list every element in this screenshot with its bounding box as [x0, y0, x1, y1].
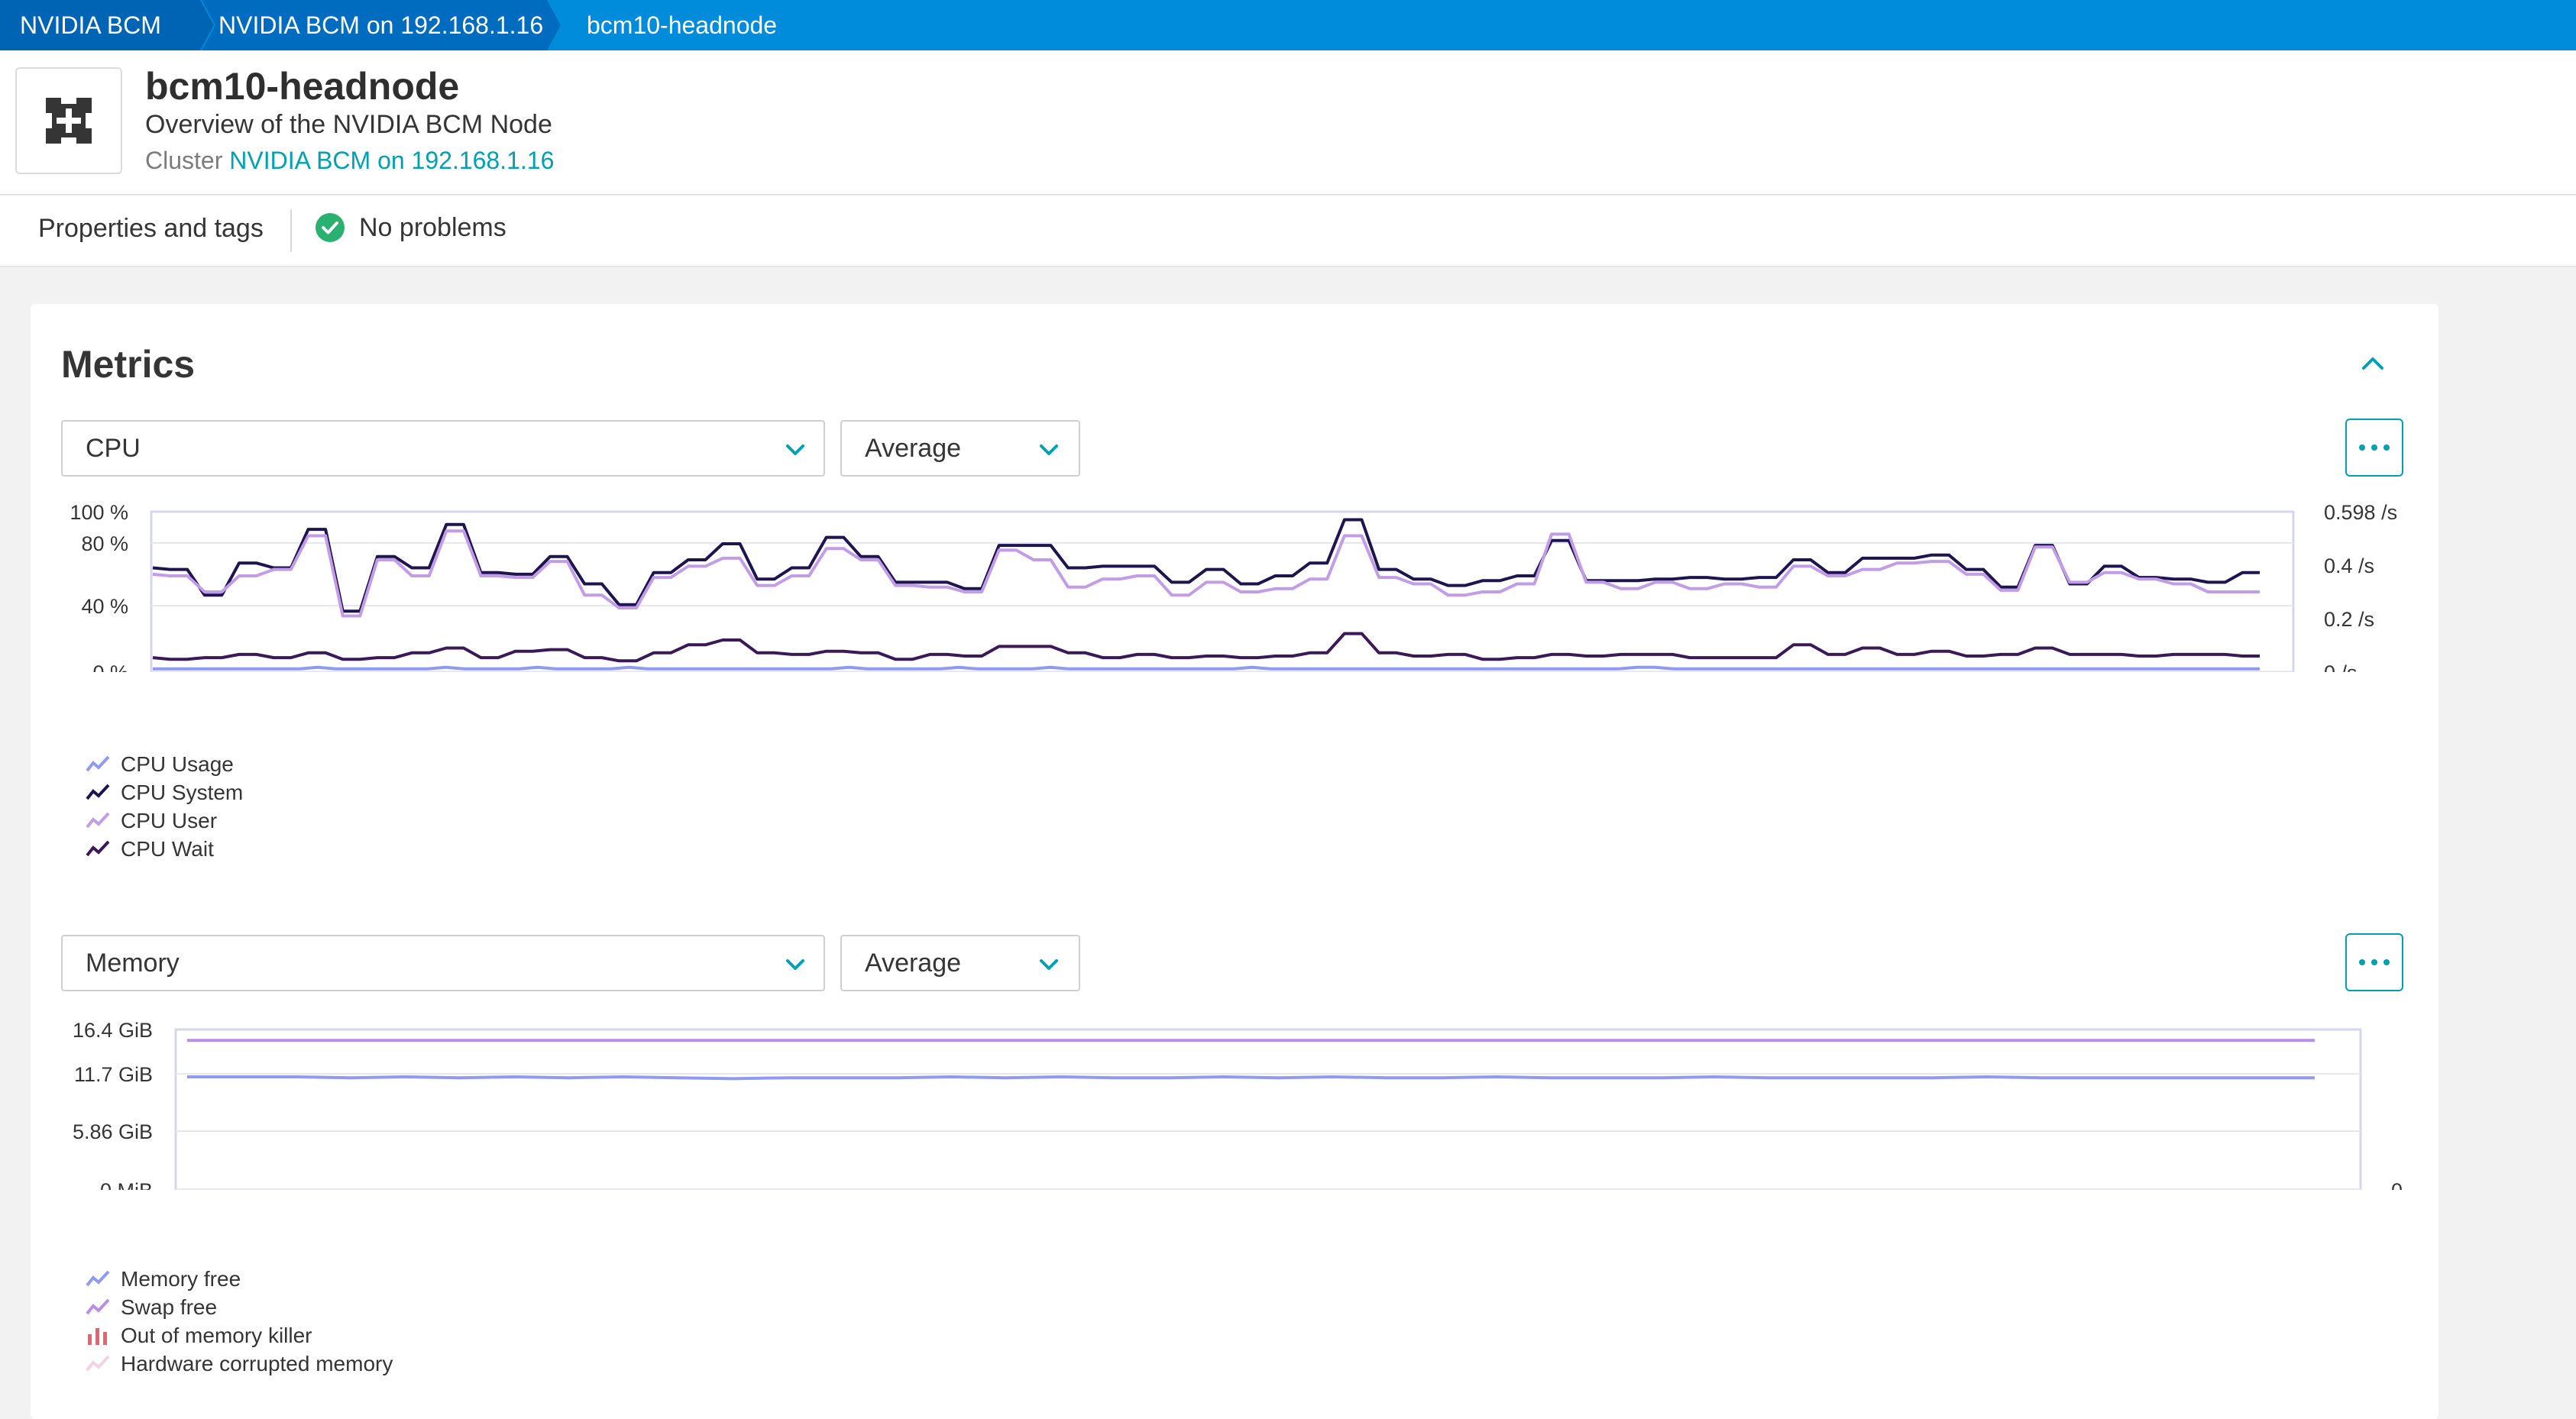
memory-metric-select-value: Memory	[86, 949, 180, 978]
cluster-link[interactable]: NVIDIA BCM on 192.168.1.16	[229, 147, 555, 174]
breadcrumb-item-node[interactable]: bcm10-headnode	[587, 11, 778, 39]
line-series-icon	[86, 1270, 110, 1286]
chevron-down-icon	[1040, 959, 1058, 970]
divider	[290, 209, 292, 252]
line-series-icon	[86, 1298, 110, 1314]
problems-label: No problems	[359, 212, 506, 242]
cpu-legend: CPU Usage CPU System CPU User CPU Wait	[86, 750, 243, 863]
line-series-icon	[86, 812, 110, 828]
breadcrumb-segment-bg	[202, 0, 561, 50]
metrics-title: Metrics	[61, 343, 196, 386]
memory-metric-select[interactable]: Memory	[61, 935, 825, 991]
legend-hardware-corrupted[interactable]: Hardware corrupted memory	[86, 1350, 393, 1378]
series-line-cpu-usage	[153, 665, 2260, 671]
line-series-icon	[86, 755, 110, 771]
y-tick-label-right: 0	[2391, 1179, 2403, 1190]
cpu-more-button[interactable]	[2345, 419, 2403, 477]
series-line-cpu-wait	[152, 632, 2260, 663]
plot-frame	[174, 1028, 2362, 1190]
legend-memory-free[interactable]: Memory free	[86, 1265, 393, 1293]
chevron-down-icon	[786, 959, 804, 970]
breadcrumb: NVIDIA BCM NVIDIA BCM on 192.168.1.16 bc…	[0, 0, 2576, 50]
y-tick-label-left: 80 %	[81, 532, 128, 555]
page-subtitle: Overview of the NVIDIA BCM Node	[145, 110, 552, 139]
y-tick-label-left: 5.86 GiB	[73, 1120, 153, 1143]
y-tick-label-right: 0.4 /s	[2324, 554, 2374, 577]
memory-more-button[interactable]	[2345, 933, 2403, 991]
y-tick-label-right: 0.2 /s	[2324, 608, 2374, 631]
node-icon	[15, 67, 122, 174]
memory-aggregation-value: Average	[865, 949, 962, 978]
line-series-icon	[86, 784, 110, 800]
line-series-icon	[86, 1355, 110, 1371]
y-tick-label-left: 16.4 GiB	[73, 1019, 153, 1042]
bar-series-icon	[88, 1327, 107, 1345]
memory-legend: Memory free Swap free Out of memory kill…	[86, 1265, 393, 1378]
chevron-down-icon	[1040, 444, 1058, 455]
legend-cpu-wait[interactable]: CPU Wait	[86, 835, 243, 863]
metrics-card: Metrics CPU Average 100 % 80 % 40 % 0 % 0.59…	[31, 304, 2438, 1419]
entity-header: bcm10-headnode Overview of the NVIDIA BC…	[0, 50, 2576, 196]
legend-cpu-system[interactable]: CPU System	[86, 778, 243, 806]
legend-oom-killer[interactable]: Out of memory killer	[86, 1321, 393, 1350]
cluster-line: Cluster NVIDIA BCM on 192.168.1.16	[145, 147, 554, 175]
line-series-icon	[86, 840, 110, 856]
plot-frame	[150, 510, 2295, 672]
y-tick-label-right: 0 /s	[2324, 661, 2358, 672]
series-line-memory-free	[187, 1075, 2315, 1081]
chevron-down-icon	[786, 444, 804, 455]
cluster-label: Cluster	[145, 147, 223, 174]
memory-aggregation-select[interactable]: Average	[840, 935, 1080, 991]
y-tick-label-left: 11.7 GiB	[74, 1063, 153, 1086]
y-tick-label-left: 40 %	[81, 595, 128, 618]
properties-and-tags-button[interactable]: Properties and tags	[38, 214, 264, 243]
series-line-cpu-system	[152, 518, 2260, 613]
series-line-cpu-user	[152, 529, 2260, 618]
legend-cpu-user[interactable]: CPU User	[86, 806, 243, 835]
legend-swap-free[interactable]: Swap free	[86, 1293, 393, 1321]
cpu-aggregation-select[interactable]: Average	[840, 420, 1080, 477]
breadcrumb-item-nvidia-bcm[interactable]: NVIDIA BCM	[20, 11, 161, 39]
chevron-up-icon[interactable]	[2359, 350, 2387, 377]
problems-status[interactable]: No problems	[315, 212, 506, 243]
breadcrumb-segment-bg	[0, 0, 214, 50]
y-tick-label-right: 0.598 /s	[2324, 501, 2397, 524]
cpu-aggregation-value: Average	[865, 434, 962, 463]
bcm-node-icon	[46, 98, 92, 144]
y-tick-label-left: 0 MiB	[100, 1179, 153, 1190]
tag-bar: Properties and tags No problems	[0, 196, 2576, 267]
y-tick-label-left: 100 %	[70, 501, 128, 524]
cpu-chart: 100 % 80 % 40 % 0 % 0.598 /s 0.4 /s 0.2 /s 0 /s…	[70, 501, 2397, 672]
cpu-metric-select-value: CPU	[86, 434, 141, 463]
check-circle-icon	[316, 213, 345, 242]
page-title: bcm10-headnode	[145, 65, 460, 108]
y-tick-label-left: 0 %	[92, 661, 128, 672]
legend-cpu-usage[interactable]: CPU Usage	[86, 750, 243, 778]
breadcrumb-item-cluster[interactable]: NVIDIA BCM on 192.168.1.16	[218, 11, 544, 39]
cpu-metric-select[interactable]: CPU	[61, 420, 825, 477]
